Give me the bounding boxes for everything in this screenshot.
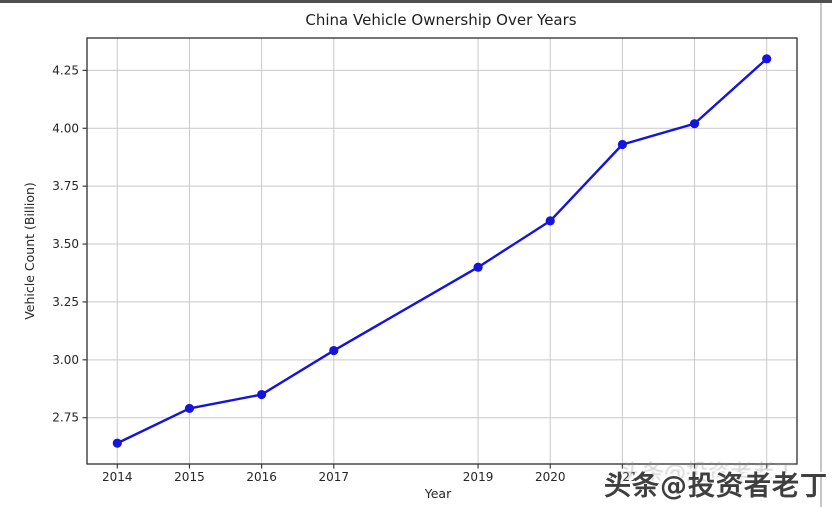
y-tick-label: 3.00	[52, 353, 79, 367]
data-point	[762, 54, 772, 64]
y-axis-label: Vehicle Count (Billion)	[22, 182, 37, 320]
grid-lines	[87, 38, 797, 464]
data-point	[689, 119, 700, 129]
x-axis-label: Year	[424, 486, 452, 501]
data-point	[545, 216, 555, 226]
y-tick-label: 4.00	[52, 121, 79, 135]
data-point	[329, 345, 339, 356]
axes-frame	[86, 37, 798, 465]
x-tick-label: 2015	[174, 470, 205, 484]
x-tick-label: 2016	[246, 470, 277, 484]
top-border-line	[0, 0, 832, 3]
data-line	[116, 57, 768, 445]
data-point	[112, 438, 122, 448]
data-point	[257, 389, 267, 400]
x-tick-label: 2020	[535, 470, 566, 484]
axis-ticks	[82, 69, 768, 469]
data-point	[473, 262, 483, 272]
x-tick-label: 2014	[102, 470, 133, 484]
y-tick-label: 2.75	[52, 411, 79, 425]
x-tick-label: 2021	[607, 470, 638, 484]
x-tick-label: 2019	[463, 470, 494, 484]
data-series	[112, 54, 772, 448]
data-point	[184, 403, 195, 414]
y-tick-label: 3.25	[52, 295, 79, 309]
data-point	[617, 139, 627, 150]
chart-title: China Vehicle Ownership Over Years	[305, 11, 576, 29]
y-tick-label: 3.50	[52, 237, 79, 251]
y-tick-label: 3.75	[52, 179, 79, 193]
y-tick-label: 4.25	[52, 63, 79, 77]
right-edge-line	[820, 3, 822, 507]
x-tick-label: 2017	[318, 470, 349, 484]
tick-labels: 2.75 3.00 3.25 3.50 3.75 4.00 4.25 2014 2015 2016…	[52, 63, 637, 484]
